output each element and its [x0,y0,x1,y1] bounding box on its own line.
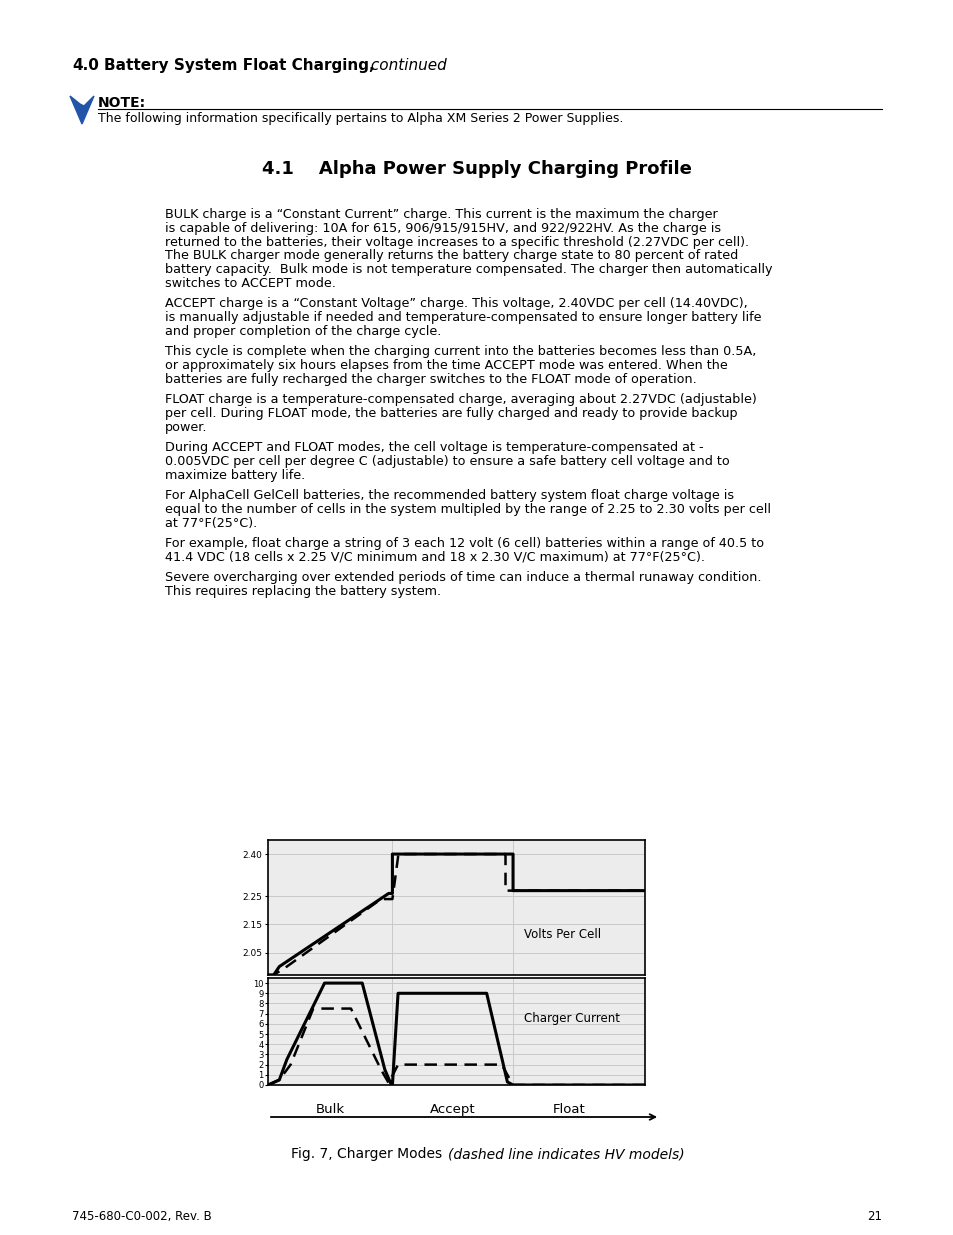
Text: This cycle is complete when the charging current into the batteries becomes less: This cycle is complete when the charging… [165,346,756,358]
Text: Battery System Float Charging,: Battery System Float Charging, [104,58,375,73]
Text: continued: continued [366,58,446,73]
Text: For AlphaCell GelCell batteries, the recommended battery system float charge vol: For AlphaCell GelCell batteries, the rec… [165,489,734,501]
Text: For example, float charge a string of 3 each 12 volt (6 cell) batteries within a: For example, float charge a string of 3 … [165,537,763,550]
Text: Charger Current: Charger Current [524,1013,619,1025]
Text: NOTE:: NOTE: [98,96,146,110]
Text: per cell. During FLOAT mode, the batteries are fully charged and ready to provid: per cell. During FLOAT mode, the batteri… [165,406,737,420]
Text: The following information specifically pertains to Alpha XM Series 2 Power Suppl: The following information specifically p… [98,112,622,125]
Polygon shape [70,96,94,124]
Text: Float: Float [553,1103,585,1116]
Text: 41.4 VDC (18 cells x 2.25 V/C minimum and 18 x 2.30 V/C maximum) at 77°F(25°C).: 41.4 VDC (18 cells x 2.25 V/C minimum an… [165,551,704,563]
Text: This requires replacing the battery system.: This requires replacing the battery syst… [165,584,440,598]
Text: is manually adjustable if needed and temperature-compensated to ensure longer ba: is manually adjustable if needed and tem… [165,311,760,324]
Text: (dashed line indicates HV models): (dashed line indicates HV models) [448,1147,684,1161]
Text: at 77°F(25°C).: at 77°F(25°C). [165,516,257,530]
Text: FLOAT charge is a temperature-compensated charge, averaging about 2.27VDC (adjus: FLOAT charge is a temperature-compensate… [165,393,756,406]
Text: 4.1    Alpha Power Supply Charging Profile: 4.1 Alpha Power Supply Charging Profile [262,161,691,178]
Text: is capable of delivering: 10A for 615, 906/915/915HV, and 922/922HV. As the char: is capable of delivering: 10A for 615, 9… [165,222,720,235]
Text: 4.0: 4.0 [71,58,99,73]
Text: During ACCEPT and FLOAT modes, the cell voltage is temperature-compensated at -: During ACCEPT and FLOAT modes, the cell … [165,441,703,454]
Text: The BULK charger mode generally returns the battery charge state to 80 percent o: The BULK charger mode generally returns … [165,249,738,262]
Text: maximize battery life.: maximize battery life. [165,468,305,482]
Text: ACCEPT charge is a “Constant Voltage” charge. This voltage, 2.40VDC per cell (14: ACCEPT charge is a “Constant Voltage” ch… [165,298,747,310]
Text: Fig. 7, Charger Modes: Fig. 7, Charger Modes [291,1147,446,1161]
Text: and proper completion of the charge cycle.: and proper completion of the charge cycl… [165,325,441,338]
Text: or approximately six hours elapses from the time ACCEPT mode was entered. When t: or approximately six hours elapses from … [165,359,727,372]
Text: equal to the number of cells in the system multipled by the range of 2.25 to 2.3: equal to the number of cells in the syst… [165,503,770,516]
Text: battery capacity.  Bulk mode is not temperature compensated. The charger then au: battery capacity. Bulk mode is not tempe… [165,263,772,277]
Text: Volts Per Cell: Volts Per Cell [524,927,600,941]
Text: 0.005VDC per cell per degree C (adjustable) to ensure a safe battery cell voltag: 0.005VDC per cell per degree C (adjustab… [165,454,729,468]
Text: batteries are fully recharged the charger switches to the FLOAT mode of operatio: batteries are fully recharged the charge… [165,373,696,385]
Text: power.: power. [165,421,208,433]
Text: 21: 21 [866,1210,882,1223]
Text: BULK charge is a “Constant Current” charge. This current is the maximum the char: BULK charge is a “Constant Current” char… [165,207,717,221]
Text: 745-680-C0-002, Rev. B: 745-680-C0-002, Rev. B [71,1210,212,1223]
Text: returned to the batteries, their voltage increases to a specific threshold (2.27: returned to the batteries, their voltage… [165,236,748,248]
Text: Severe overcharging over extended periods of time can induce a thermal runaway c: Severe overcharging over extended period… [165,571,760,584]
Text: switches to ACCEPT mode.: switches to ACCEPT mode. [165,277,335,290]
Text: Accept: Accept [430,1103,475,1116]
Text: Bulk: Bulk [315,1103,344,1116]
